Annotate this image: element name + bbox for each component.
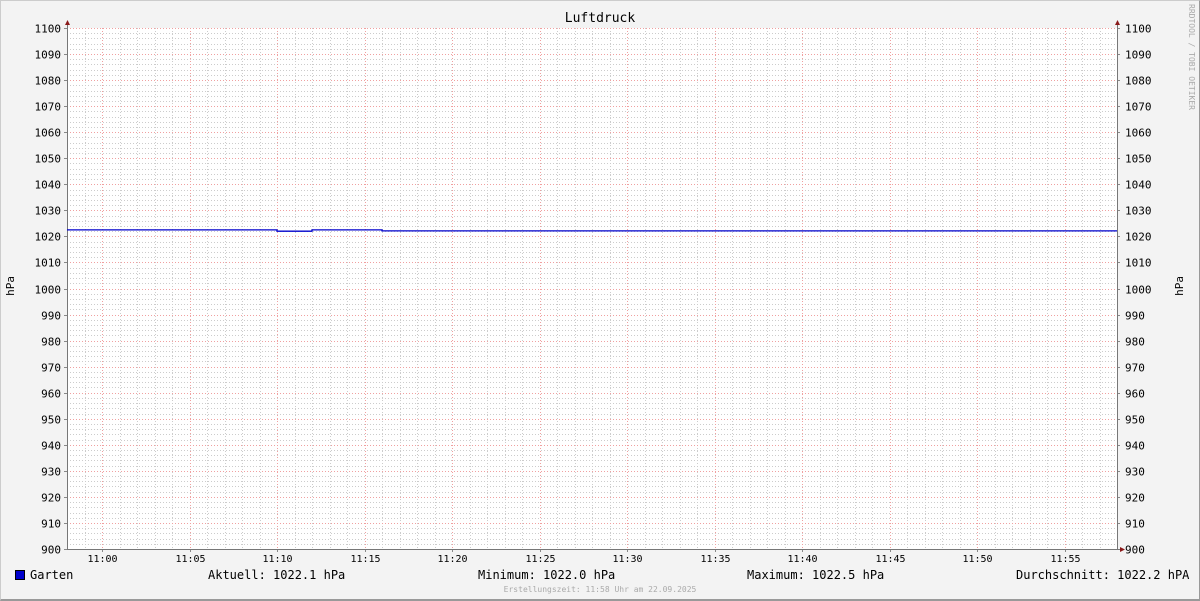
y-tick-label: 1080 [35, 75, 62, 88]
y-axis-arrow-left [65, 20, 70, 25]
y-tick-label-right: 1050 [1125, 153, 1152, 166]
y-tick-label: 940 [41, 440, 61, 453]
y-tick-label: 1090 [35, 49, 62, 62]
y-tick-label-right: 1020 [1125, 231, 1152, 244]
y-tick-label-right: 940 [1125, 440, 1145, 453]
x-tick-label: 11:35 [700, 554, 730, 565]
x-tick-label: 11:50 [962, 554, 992, 565]
y-tick-label-right: 1060 [1125, 127, 1152, 140]
creation-time-footer: Erstellungszeit: 11:58 Uhr am 22.09.2025 [503, 585, 697, 594]
legend-average: Durchschnitt: 1022.2 hPA [1016, 568, 1190, 582]
y-tick-label-right: 970 [1125, 362, 1145, 375]
y-tick-label-right: 950 [1125, 414, 1145, 427]
legend-swatch-garten [15, 570, 25, 580]
y-tick-label-right: 1070 [1125, 101, 1152, 114]
series-line-garten [67, 229, 1117, 232]
y-tick-label-right: 1010 [1125, 257, 1152, 270]
legend-maximum: Maximum: 1022.5 hPa [747, 568, 885, 582]
y-tick-label-right: 980 [1125, 336, 1145, 349]
y-tick-label-right: 900 [1125, 544, 1145, 557]
y-tick-label: 1070 [35, 101, 62, 114]
x-tick-label: 11:05 [175, 554, 205, 565]
y-tick-label: 920 [41, 492, 61, 505]
legend-current: Aktuell: 1022.1 hPa [208, 568, 346, 582]
y-tick-label-right: 1090 [1125, 49, 1152, 62]
y-tick-label-right: 1080 [1125, 75, 1152, 88]
x-tick-label: 11:25 [525, 554, 555, 565]
y-tick-label-right: 1040 [1125, 179, 1152, 192]
x-tick-label: 11:55 [1050, 554, 1080, 565]
y-tick-label-right: 920 [1125, 492, 1145, 505]
y-tick-label: 930 [41, 466, 61, 479]
y-tick-label: 900 [41, 544, 61, 557]
x-tick-label: 11:40 [787, 554, 817, 565]
y-tick-label: 990 [41, 310, 61, 323]
y-tick-label: 1030 [35, 205, 62, 218]
x-tick-label: 11:20 [437, 554, 467, 565]
y-tick-label: 1020 [35, 231, 62, 244]
y-tick-label-right: 960 [1125, 388, 1145, 401]
x-axis-arrow [1120, 547, 1125, 552]
y-tick-label-right: 1000 [1125, 284, 1152, 297]
y-tick-label: 950 [41, 414, 61, 427]
y-tick-label-right: 1100 [1125, 23, 1152, 36]
rrdtool-credit: RRDTOOL / TOBI OETIKER [1187, 4, 1196, 110]
y-tick-label-right: 990 [1125, 310, 1145, 323]
y-tick-label: 1060 [35, 127, 62, 140]
y-tick-label: 910 [41, 518, 61, 531]
y-tick-label: 1000 [35, 284, 62, 297]
plot-background [67, 28, 1117, 549]
x-tick-label: 11:30 [612, 554, 642, 565]
x-tick-label: 11:15 [350, 554, 380, 565]
y-tick-label: 1050 [35, 153, 62, 166]
y-tick-label: 1100 [35, 23, 62, 36]
y-axis-arrow-right [1115, 20, 1120, 25]
legend-series-name: Garten [30, 568, 74, 582]
x-tick-label: 11:45 [875, 554, 905, 565]
y-tick-label-right: 930 [1125, 466, 1145, 479]
y-tick-label: 1040 [35, 179, 62, 192]
y-tick-label: 970 [41, 362, 61, 375]
y-tick-label-right: 1030 [1125, 205, 1152, 218]
chart-title: Luftdruck [564, 11, 636, 26]
legend-minimum: Minimum: 1022.0 hPa [478, 568, 616, 582]
x-tick-label: 11:00 [87, 554, 117, 565]
y-tick-label: 980 [41, 336, 61, 349]
x-tick-label: 11:10 [262, 554, 292, 565]
y-tick-label: 960 [41, 388, 61, 401]
y-tick-label-right: 910 [1125, 518, 1145, 531]
y-tick-label: 1010 [35, 257, 62, 270]
